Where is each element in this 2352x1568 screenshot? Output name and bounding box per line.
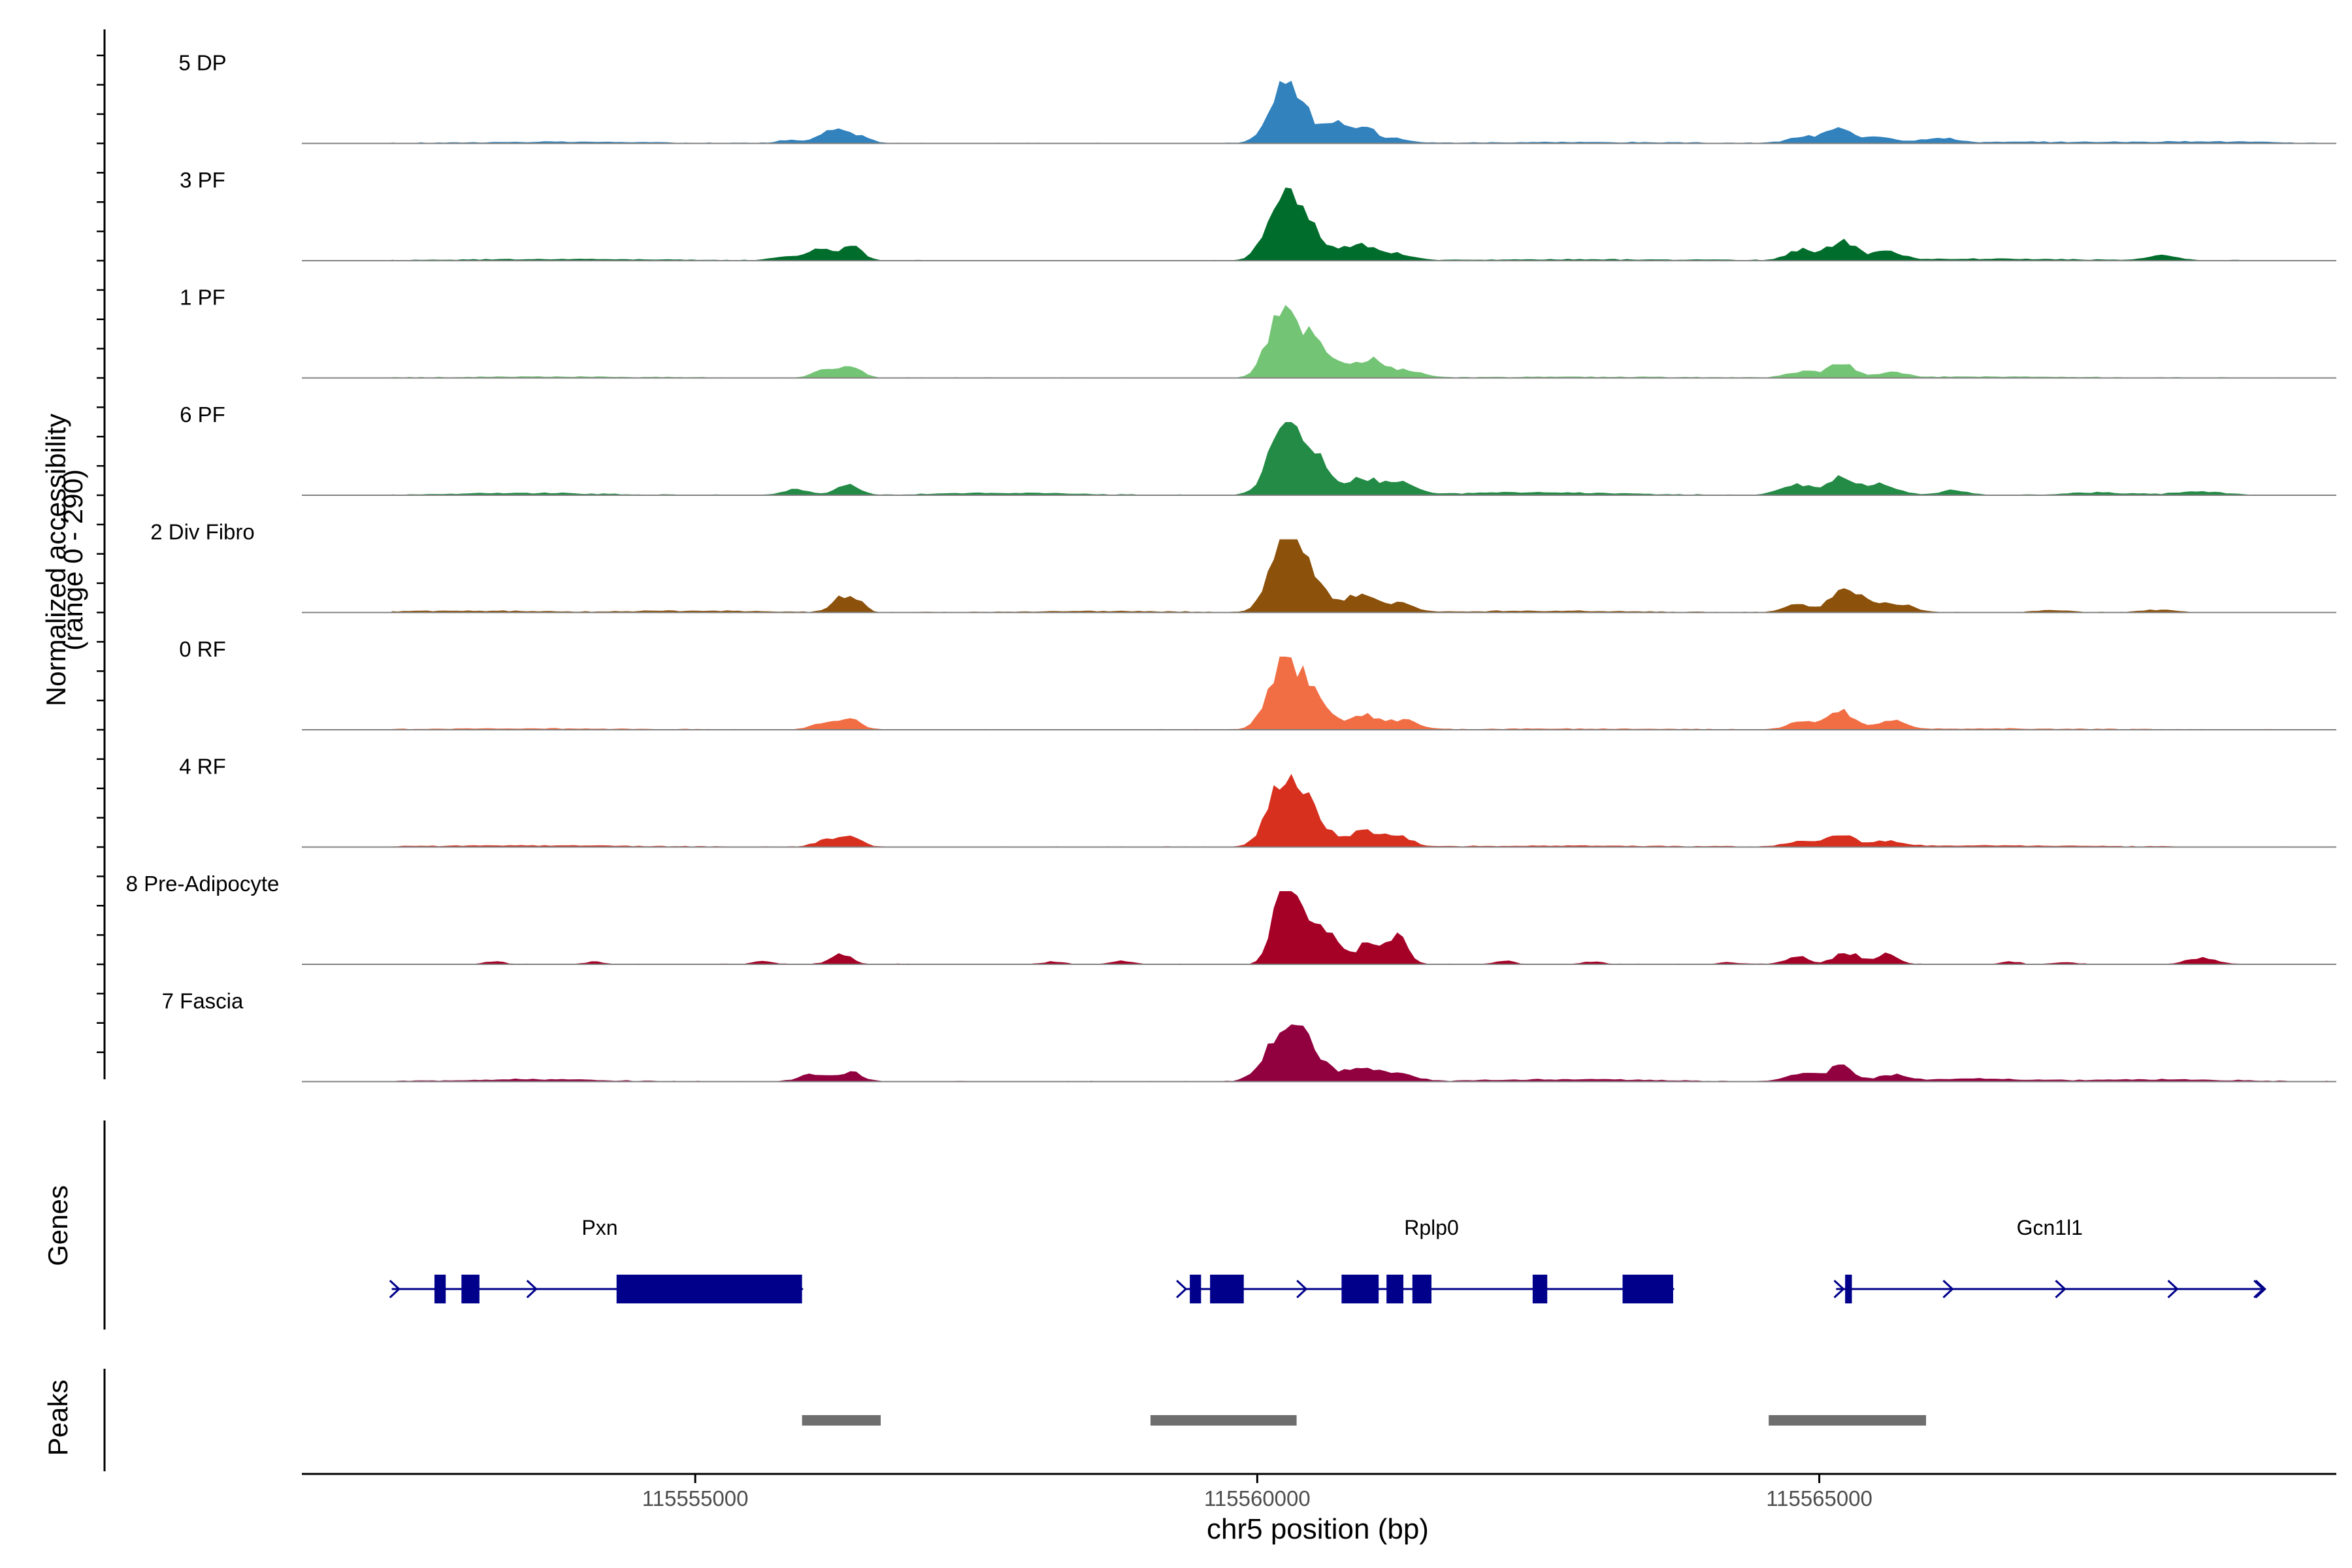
- exon: [1845, 1275, 1852, 1303]
- x-tick-label: 115565000: [1766, 1486, 1872, 1511]
- exon: [1341, 1275, 1379, 1303]
- exon: [1412, 1275, 1432, 1303]
- track-label: 1 PF: [180, 286, 225, 310]
- exon: [1386, 1275, 1404, 1303]
- track-label: 4 RF: [179, 755, 226, 779]
- x-tick-label: 115560000: [1204, 1486, 1311, 1511]
- peak-region: [802, 1415, 881, 1426]
- strand-arrow: [2055, 1279, 2066, 1299]
- x-axis: 115555000 115560000 115565000: [302, 1473, 2336, 1511]
- exon: [1210, 1275, 1244, 1303]
- track-label: 6 PF: [180, 402, 225, 427]
- coverage-area: [391, 188, 2336, 261]
- exon: [1190, 1275, 1201, 1303]
- coverage-tracks: 5 DP 3 PF 1 PF 6 PF 2 Div Fibro 0 RF 4 RF 8 Pre…: [126, 51, 2336, 1083]
- exon: [616, 1275, 802, 1303]
- gene-label: Pxn: [581, 1216, 617, 1239]
- gene-end-arrow: [2253, 1279, 2265, 1299]
- exon: [1622, 1275, 1673, 1303]
- exon: [461, 1275, 480, 1303]
- exon: [434, 1275, 446, 1303]
- peak-region: [1150, 1415, 1297, 1426]
- strand-arrow: [1833, 1279, 1845, 1299]
- x-axis-title: chr5 position (bp): [1207, 1513, 1429, 1545]
- gene-label: Rplp0: [1404, 1216, 1459, 1239]
- strand-arrow: [2255, 1279, 2266, 1299]
- x-tick-label: 115555000: [642, 1486, 749, 1511]
- gene-end-arrow: [792, 1279, 804, 1299]
- gene-track: Pxn Rplp0 Gcn1l1: [389, 1216, 2266, 1303]
- coverage-area: [391, 891, 2336, 964]
- coverage-area: [391, 657, 2336, 730]
- track-label: 5 DP: [178, 51, 226, 75]
- y-axis-title-line2: (range 0 - 290): [57, 469, 88, 651]
- strand-arrow: [1296, 1279, 1308, 1299]
- gene-label: Gcn1l1: [2017, 1216, 2083, 1239]
- coverage-area: [391, 304, 2336, 378]
- peak-track: [802, 1415, 1927, 1426]
- track-label: 0 RF: [179, 637, 226, 661]
- coverage-area: [391, 1024, 2336, 1082]
- coverage-area: [391, 80, 2336, 144]
- gene-end-arrow: [1663, 1279, 1675, 1299]
- track-label: 2 Div Fibro: [150, 520, 255, 544]
- strand-arrow: [389, 1279, 401, 1299]
- strand-arrow: [2167, 1279, 2179, 1299]
- strand-arrow: [1176, 1279, 1188, 1299]
- strand-arrow: [1942, 1279, 1954, 1299]
- peaks-track-title: Peaks: [42, 1379, 73, 1456]
- y-axis: [97, 29, 106, 1471]
- track-label: 7 Fascia: [162, 989, 244, 1013]
- genes-track-title: Genes: [42, 1185, 73, 1266]
- coverage-area: [391, 539, 2247, 613]
- peak-region: [1769, 1415, 1927, 1426]
- coverage-area: [391, 422, 2269, 495]
- track-label: 3 PF: [180, 168, 225, 192]
- strand-arrow: [526, 1279, 538, 1299]
- track-label: 8 Pre-Adipocyte: [126, 872, 280, 896]
- exon: [1532, 1275, 1548, 1303]
- coverage-area: [391, 774, 2336, 847]
